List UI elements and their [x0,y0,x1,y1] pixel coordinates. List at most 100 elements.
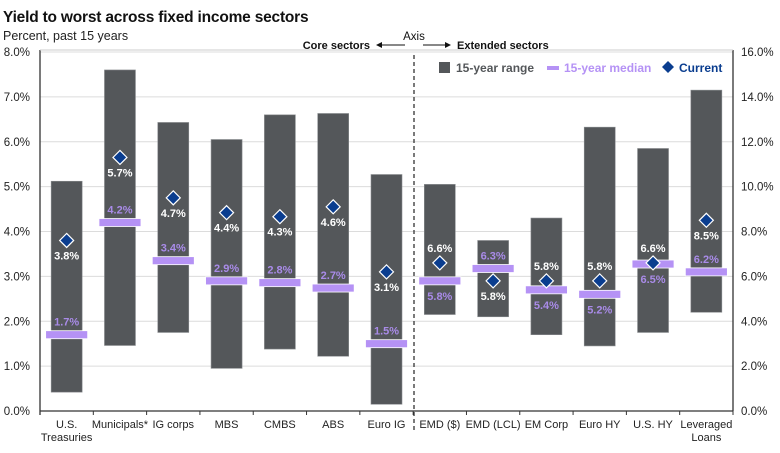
median-marker [151,256,195,266]
legend-range-swatch [439,62,450,73]
chart-title: Yield to worst across fixed income secto… [3,9,309,26]
current-diamond [698,212,715,229]
median-value-label: 3.4% [161,243,186,255]
current-value-label: 3.8% [54,250,79,262]
median-value-label: 5.8% [427,291,452,303]
right-tick-label: 0.0% [741,406,767,418]
extended-sectors-label: Extended sectors [457,40,549,52]
left-arrow-icon [376,42,405,48]
legend-median-label: 15-year median [564,61,651,75]
current-value-label: 5.8% [587,261,612,273]
median-value-label: 2.9% [214,263,239,275]
current-value-label: 4.3% [267,227,292,239]
median-value-label: 4.2% [107,205,132,217]
category-label: Euro HY [579,419,621,431]
left-tick-label: 5.0% [4,182,30,194]
left-tick-label: 0.0% [4,406,30,418]
category-label: U.S. HY [633,419,673,431]
category-label: IG corps [152,419,194,431]
range-bar [424,184,456,315]
median-value-label: 6.5% [640,274,665,286]
median-value-label: 1.5% [374,326,399,338]
current-value-label: 5.8% [534,261,559,273]
legend-current-diamond-icon [662,61,674,73]
data-labels: 3.8% 1.7% 5.7% 4.2% 4.7% 3.4% 4.4% 2.9% 4.3% 2.8%… [54,167,719,337]
median-value-label: 5.2% [587,304,612,316]
category-label: Euro IG [368,419,406,431]
median-value-label: 2.8% [267,265,292,277]
current-diamond [58,232,75,249]
axis-label: Axis [403,31,425,43]
median-marker [418,276,462,286]
category-label: CMBS [264,419,296,431]
range-bars [50,69,723,405]
current-value-label: 6.6% [640,243,665,255]
range-bar [637,148,669,333]
left-tick-label: 3.0% [4,271,30,283]
right-arrow-icon [423,42,451,48]
current-diamond [538,273,555,289]
range-bar [583,126,616,347]
current-value-label: 5.8% [481,291,506,303]
median-marker [578,289,622,299]
category-label: Treasuries [41,432,93,444]
left-tick-label: 6.0% [4,137,30,149]
current-diamond [325,198,342,215]
current-diamond [645,255,661,271]
right-tick-label: 4.0% [741,316,767,328]
current-diamond [378,264,395,280]
median-value-label: 2.7% [321,270,346,282]
median-value-label: 6.2% [694,254,719,266]
current-diamond [218,204,235,221]
current-diamond [112,149,128,166]
range-bar [157,122,190,333]
range-bar [210,139,243,369]
median-marker [205,276,248,286]
current-value-label: 4.7% [161,208,186,220]
median-marker [45,330,89,340]
range-bar [104,69,136,346]
median-marker [258,278,302,288]
legend-range-label: 15-year range [456,61,534,75]
median-value-label: 5.4% [534,300,559,312]
current-diamond [272,208,288,225]
current-value-label: 6.6% [427,243,452,255]
right-tick-label: 16.0% [741,47,774,59]
right-tick-label: 2.0% [741,361,767,373]
left-tick-label: 7.0% [4,92,30,104]
core-sectors-label: Core sectors [303,40,370,52]
right-tick-label: 8.0% [741,227,767,239]
gridlines [40,51,733,367]
right-tick-label: 14.0% [741,92,774,104]
current-diamond [485,273,501,289]
current-value-label: 3.1% [374,282,399,294]
axes [39,49,734,415]
current-diamond [591,273,608,289]
category-label: EMD ($) [419,419,460,431]
legend-current-label: Current [679,61,722,75]
current-value-label: 4.6% [321,217,346,229]
category-label: Municipals* [92,419,149,431]
category-label: MBS [215,419,239,431]
right-tick-label: 12.0% [741,137,774,149]
left-tick-label: 4.0% [4,227,30,239]
current-value-label: 4.4% [214,223,239,235]
right-tick-label: 6.0% [741,271,767,283]
legend-median-swatch [547,66,559,70]
current-diamond [165,189,182,206]
left-tick-label: 1.0% [4,361,30,373]
category-label: ABS [322,419,344,431]
median-marker [98,218,142,227]
left-tick-label: 2.0% [4,316,30,328]
median-marker [471,264,515,273]
median-value-label: 1.7% [54,317,79,329]
current-markers [58,149,715,289]
right-tick-label: 10.0% [741,182,774,194]
category-label: Leveraged [680,419,732,431]
median-marker [684,267,728,277]
range-bar [50,180,83,393]
left-tick-label: 8.0% [4,47,30,59]
range-bar [370,174,403,405]
